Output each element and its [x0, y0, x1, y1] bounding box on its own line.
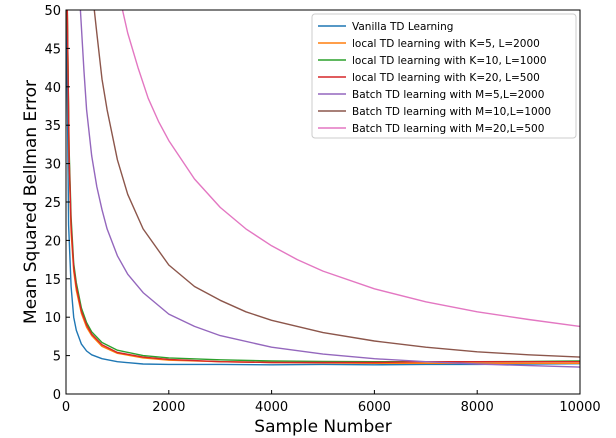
y-tick-label: 5 — [53, 350, 61, 365]
legend-entry-label: local TD learning with K=20, L=500 — [352, 72, 540, 84]
series-line-5 — [79, 10, 580, 368]
x-tick-label: 2000 — [152, 400, 185, 415]
series-layer — [66, 10, 580, 368]
y-axis-ticks: 0 5 10 15 20 25 30 35 40 45 50 — [44, 4, 70, 403]
y-tick-label: 20 — [44, 234, 61, 249]
legend-entry-label: Batch TD learning with M=20,L=500 — [352, 123, 544, 135]
x-tick-label: 10000 — [559, 400, 600, 415]
series-line-1 — [66, 10, 580, 366]
y-tick-label: 30 — [44, 158, 61, 173]
x-tick-label: 8000 — [461, 400, 494, 415]
x-axis-ticks: 0 2000 4000 6000 8000 10000 — [62, 390, 601, 415]
legend: Vanilla TD Learning local TD learning wit… — [311, 13, 577, 139]
y-tick-label: 50 — [44, 4, 61, 19]
x-tick-label: 4000 — [255, 400, 288, 415]
x-axis-label: Sample Number — [254, 417, 391, 437]
y-tick-label: 25 — [44, 196, 61, 211]
legend-entry-label: Batch TD learning with M=10,L=1000 — [352, 106, 551, 118]
series-line-6 — [93, 10, 580, 358]
y-tick-label: 10 — [44, 311, 61, 326]
y-tick-label: 35 — [44, 119, 61, 134]
y-tick-label: 0 — [53, 388, 61, 403]
legend-entry-label: Vanilla TD Learning — [352, 21, 453, 33]
y-tick-label: 45 — [44, 42, 61, 57]
y-tick-label: 40 — [44, 81, 61, 96]
legend-entry-label: local TD learning with K=10, L=1000 — [352, 55, 547, 67]
x-tick-label: 0 — [62, 400, 70, 415]
legend-entry-label: local TD learning with K=5, L=2000 — [352, 38, 540, 50]
x-tick-label: 6000 — [358, 400, 391, 415]
y-tick-label: 15 — [44, 273, 61, 288]
legend-frame — [311, 13, 577, 139]
series-line-7 — [121, 10, 580, 328]
legend-entry-label: Batch TD learning with M=5,L=2000 — [352, 89, 544, 101]
y-axis-label: Mean Squared Bellman Error — [21, 80, 41, 324]
